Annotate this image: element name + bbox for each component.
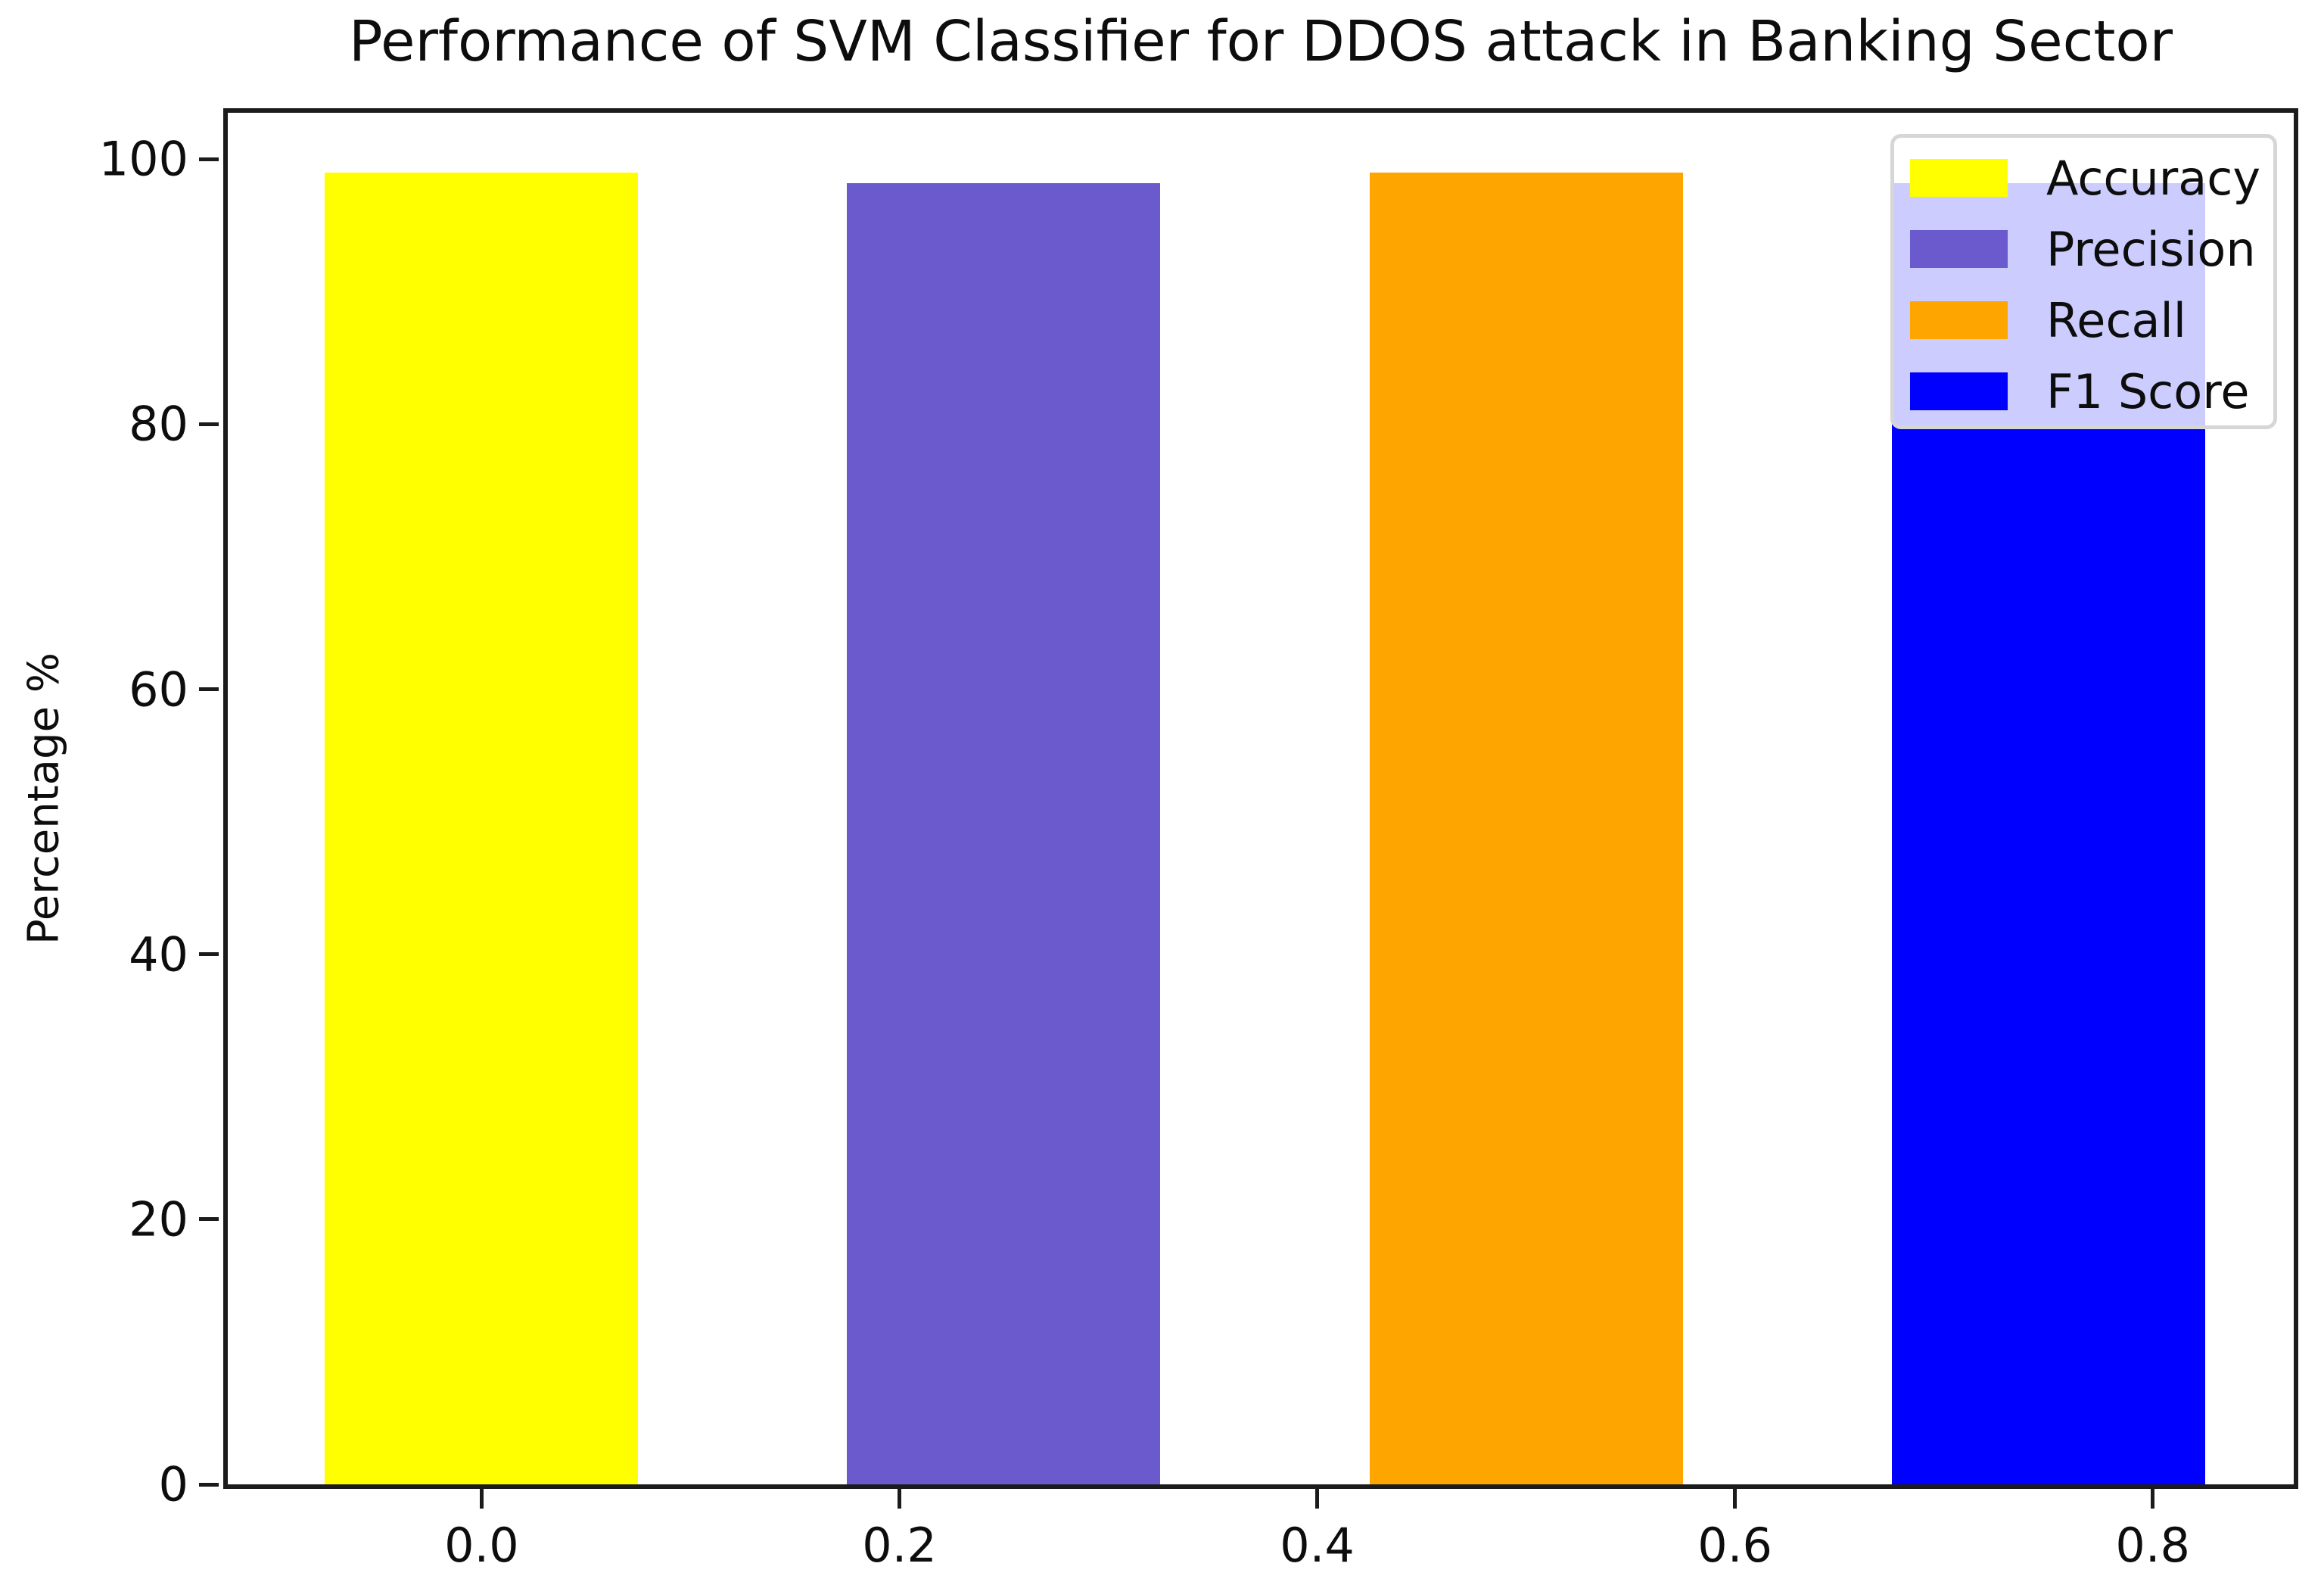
y-tick bbox=[199, 422, 219, 426]
x-tick bbox=[2151, 1489, 2155, 1509]
legend-row: Accuracy bbox=[1910, 150, 2260, 206]
x-tick-label: 0.6 bbox=[1697, 1518, 1772, 1573]
legend: Accuracy Precision Recall F1 Score bbox=[1890, 134, 2277, 429]
x-tick bbox=[1315, 1489, 1319, 1509]
y-axis-label: Percentage % bbox=[19, 652, 69, 945]
x-tick-label: 0.8 bbox=[2115, 1518, 2190, 1573]
x-tick-label: 0.4 bbox=[1280, 1518, 1355, 1573]
y-tick-label: 60 bbox=[129, 662, 188, 718]
y-tick-label: 100 bbox=[98, 131, 188, 187]
legend-row: F1 Score bbox=[1910, 363, 2260, 419]
x-tick bbox=[898, 1489, 901, 1509]
y-tick bbox=[199, 952, 219, 957]
x-tick-label: 0.0 bbox=[444, 1518, 519, 1573]
y-tick-label: 0 bbox=[158, 1456, 188, 1512]
bar-recall bbox=[1369, 172, 1683, 1484]
y-tick bbox=[199, 687, 219, 692]
legend-label: Precision bbox=[2046, 221, 2256, 277]
legend-swatch-recall bbox=[1910, 301, 2008, 339]
y-tick-label: 20 bbox=[129, 1191, 188, 1247]
y-tick bbox=[199, 157, 219, 161]
legend-label: Recall bbox=[2046, 292, 2186, 348]
x-tick bbox=[1733, 1489, 1738, 1509]
legend-row: Precision bbox=[1910, 221, 2260, 277]
bar-precision bbox=[847, 182, 1161, 1484]
x-tick bbox=[479, 1489, 484, 1509]
legend-swatch-accuracy bbox=[1910, 159, 2008, 197]
y-tick-label: 80 bbox=[129, 396, 188, 452]
x-tick-label: 0.2 bbox=[862, 1518, 937, 1573]
legend-label: F1 Score bbox=[2046, 363, 2250, 419]
plot-area: 0.0 0.2 0.4 0.6 0.8 0 20 40 60 80 100 Accuracy Pre… bbox=[99, 108, 2298, 1573]
y-tick bbox=[199, 1217, 219, 1222]
legend-label: Accuracy bbox=[2046, 150, 2261, 206]
chart-title: Performance of SVM Classifier for DDOS a… bbox=[348, 9, 2173, 74]
legend-row: Recall bbox=[1910, 292, 2260, 348]
bar-accuracy bbox=[325, 172, 639, 1484]
legend-swatch-precision bbox=[1910, 230, 2008, 268]
y-tick-label: 40 bbox=[129, 926, 188, 983]
y-tick bbox=[199, 1482, 219, 1487]
legend-swatch-f1-score bbox=[1910, 372, 2008, 410]
